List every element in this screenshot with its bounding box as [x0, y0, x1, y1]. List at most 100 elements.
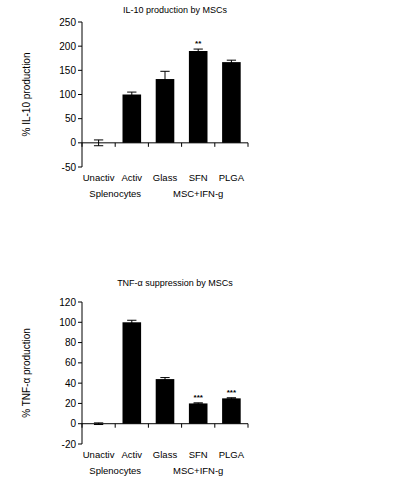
error-stem — [165, 71, 166, 86]
page: IL-10 production by MSCs% IL-10 producti… — [0, 0, 403, 485]
x-tick — [248, 143, 249, 147]
y-tick-label: 40 — [65, 378, 77, 389]
y-tick-label: 100 — [59, 89, 76, 100]
error-bar — [227, 398, 236, 399]
x-tick-label: Activ — [122, 172, 143, 183]
x-tick-label: Glass — [153, 172, 178, 183]
chart: TNF-α suppression by MSCs % TNF-α product… — [21, 278, 248, 476]
x-tick — [181, 424, 182, 428]
y-tick-label: 0 — [70, 137, 76, 148]
x-tick-label: SFN — [189, 449, 208, 460]
marks — [89, 49, 240, 146]
error-stem — [131, 92, 132, 97]
y-axis-label: % TNF-α production — [21, 328, 32, 418]
annotation: ** — [195, 39, 202, 48]
chart: IL-10 production by MSCs% IL-10 producti… — [21, 5, 248, 199]
y-tick-label: -20 — [62, 439, 77, 450]
bar — [123, 95, 142, 143]
y-tick — [78, 94, 82, 95]
error-bar — [127, 92, 136, 97]
y-tick-label: 50 — [65, 113, 77, 124]
y-tick — [78, 342, 82, 343]
x-tick — [214, 424, 215, 428]
annotation: *** — [194, 393, 204, 402]
y-tick — [78, 322, 82, 323]
y-tick-label: 100 — [59, 317, 76, 328]
y-tick — [78, 444, 82, 445]
y-tick-label: 20 — [65, 398, 77, 409]
bar — [156, 79, 175, 143]
x-tick — [148, 424, 149, 428]
y-axis-line — [82, 302, 83, 444]
error-cap — [194, 49, 203, 50]
y-tick — [78, 22, 82, 23]
x-tick — [181, 143, 182, 147]
bar — [156, 379, 175, 424]
group-label: MSC+IFN-g — [173, 188, 223, 199]
figure: IL-10 production by MSCs% IL-10 producti… — [0, 0, 403, 485]
error-bar — [227, 60, 236, 64]
x-tick — [248, 424, 249, 428]
bar — [189, 51, 208, 143]
error-bar — [160, 71, 169, 86]
y-tick — [78, 302, 82, 303]
y-tick-label: 80 — [65, 337, 77, 348]
y-tick — [78, 362, 82, 363]
bar — [222, 398, 241, 423]
error-bar — [127, 320, 136, 324]
bar — [189, 403, 208, 423]
y-tick — [78, 70, 82, 71]
x-tick — [82, 143, 83, 147]
x-tick-label: PLGA — [219, 449, 245, 460]
error-cap — [227, 60, 236, 61]
error-cap — [127, 324, 136, 325]
bar — [123, 322, 142, 423]
error-cap — [127, 320, 136, 321]
y-tick-label: 60 — [65, 357, 77, 368]
error-cap — [160, 86, 169, 87]
x-tick-label: Activ — [122, 449, 143, 460]
y-tick — [78, 167, 82, 168]
bar — [222, 62, 241, 143]
y-tick — [78, 383, 82, 384]
error-cap — [194, 52, 203, 53]
x-tick-label: Unactiv — [83, 449, 115, 460]
y-tick-label: 250 — [59, 17, 76, 28]
x-axis-line — [82, 142, 248, 143]
error-cap — [94, 139, 103, 140]
x-tick-label: PLGA — [219, 172, 245, 183]
error-cap — [94, 145, 103, 146]
error-bar — [194, 49, 203, 53]
error-cap — [194, 404, 203, 405]
marks — [89, 320, 240, 424]
error-stem — [198, 49, 199, 53]
error-cap — [227, 397, 236, 398]
group-label: MSC+IFN-g — [173, 465, 223, 476]
y-tick — [78, 403, 82, 404]
y-tick-label: -50 — [62, 162, 77, 173]
y-tick — [78, 118, 82, 119]
x-axis-line — [82, 423, 248, 424]
error-cap — [160, 380, 169, 381]
y-tick-label: 150 — [59, 65, 76, 76]
x-tick — [115, 143, 116, 147]
error-stem — [231, 60, 232, 64]
x-tick — [148, 143, 149, 147]
x-tick-label: SFN — [189, 172, 208, 183]
error-cap — [127, 92, 136, 93]
y-tick-label: 200 — [59, 41, 76, 52]
error-bar — [194, 403, 203, 404]
y-tick — [78, 142, 82, 143]
x-tick — [214, 143, 215, 147]
x-tick-label: Glass — [153, 449, 178, 460]
y-tick-label: 120 — [59, 297, 76, 308]
x-tick — [82, 424, 83, 428]
error-bar — [160, 378, 169, 381]
x-tick-label: Unactiv — [83, 172, 115, 183]
error-cap — [194, 402, 203, 403]
chart-title: TNF-α suppression by MSCs — [117, 278, 233, 288]
y-tick-label: 0 — [70, 418, 76, 429]
y-tick — [78, 46, 82, 47]
group-label: Splenocytes — [89, 188, 141, 199]
y-tick — [78, 423, 82, 424]
